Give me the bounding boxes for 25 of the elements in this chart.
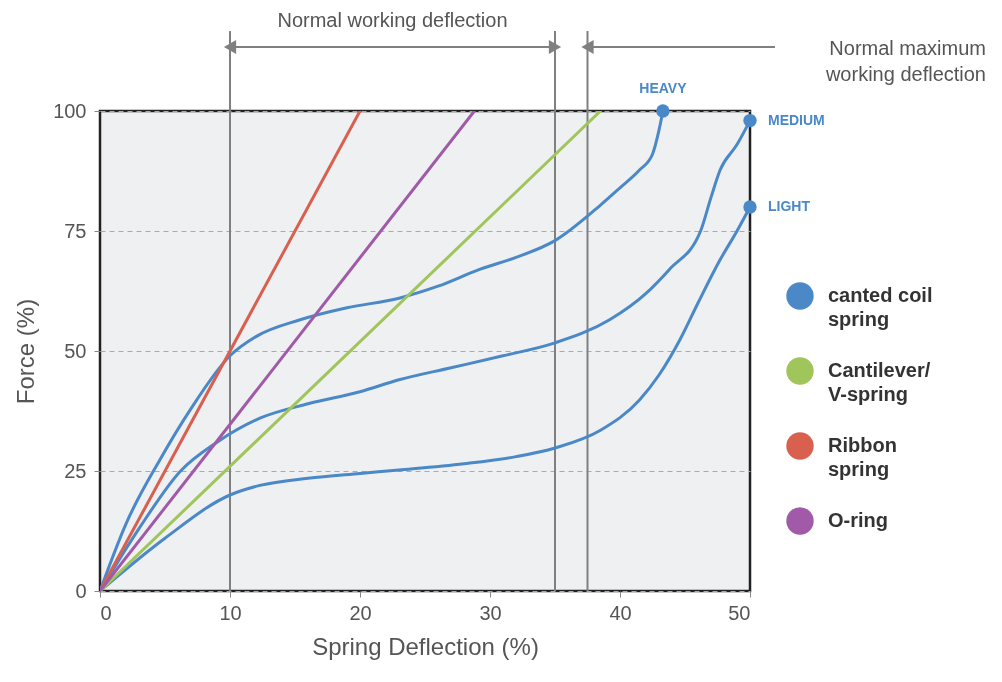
text: Normal maximum working deflection <box>824 37 986 85</box>
y-tick-label: 0 <box>75 579 87 602</box>
text: Normal working deflection <box>277 9 508 31</box>
legend-label: O-ring <box>828 509 888 531</box>
y-axis-title: Force (%) <box>12 298 40 405</box>
series-label: HEAVY <box>639 80 688 96</box>
x-tick-label: 10 <box>219 601 242 624</box>
point <box>656 104 670 118</box>
x-tick-label: 0 <box>100 601 112 624</box>
series-label: MEDIUM <box>768 111 825 128</box>
y-tick-label: 25 <box>64 459 87 482</box>
point <box>743 113 757 128</box>
y-tick-label: 50 <box>64 339 87 362</box>
legend-label: Ribbon spring <box>828 434 897 480</box>
y-tick-label: 75 <box>64 219 87 242</box>
text: canted coil spring <box>828 284 933 330</box>
y-tick-label: 100 <box>53 99 87 122</box>
x-tick-label: 40 <box>609 601 632 624</box>
point <box>743 200 757 214</box>
x-tick-label: 30 <box>479 601 502 624</box>
x-axis-title: Spring Deflection (%) <box>312 632 539 660</box>
x-tick-label: 20 <box>349 601 372 624</box>
x-tick-label: 50 <box>728 601 751 624</box>
legend-label: Cantilever/V-spring <box>828 359 931 405</box>
series-label: LIGHT <box>768 198 811 214</box>
